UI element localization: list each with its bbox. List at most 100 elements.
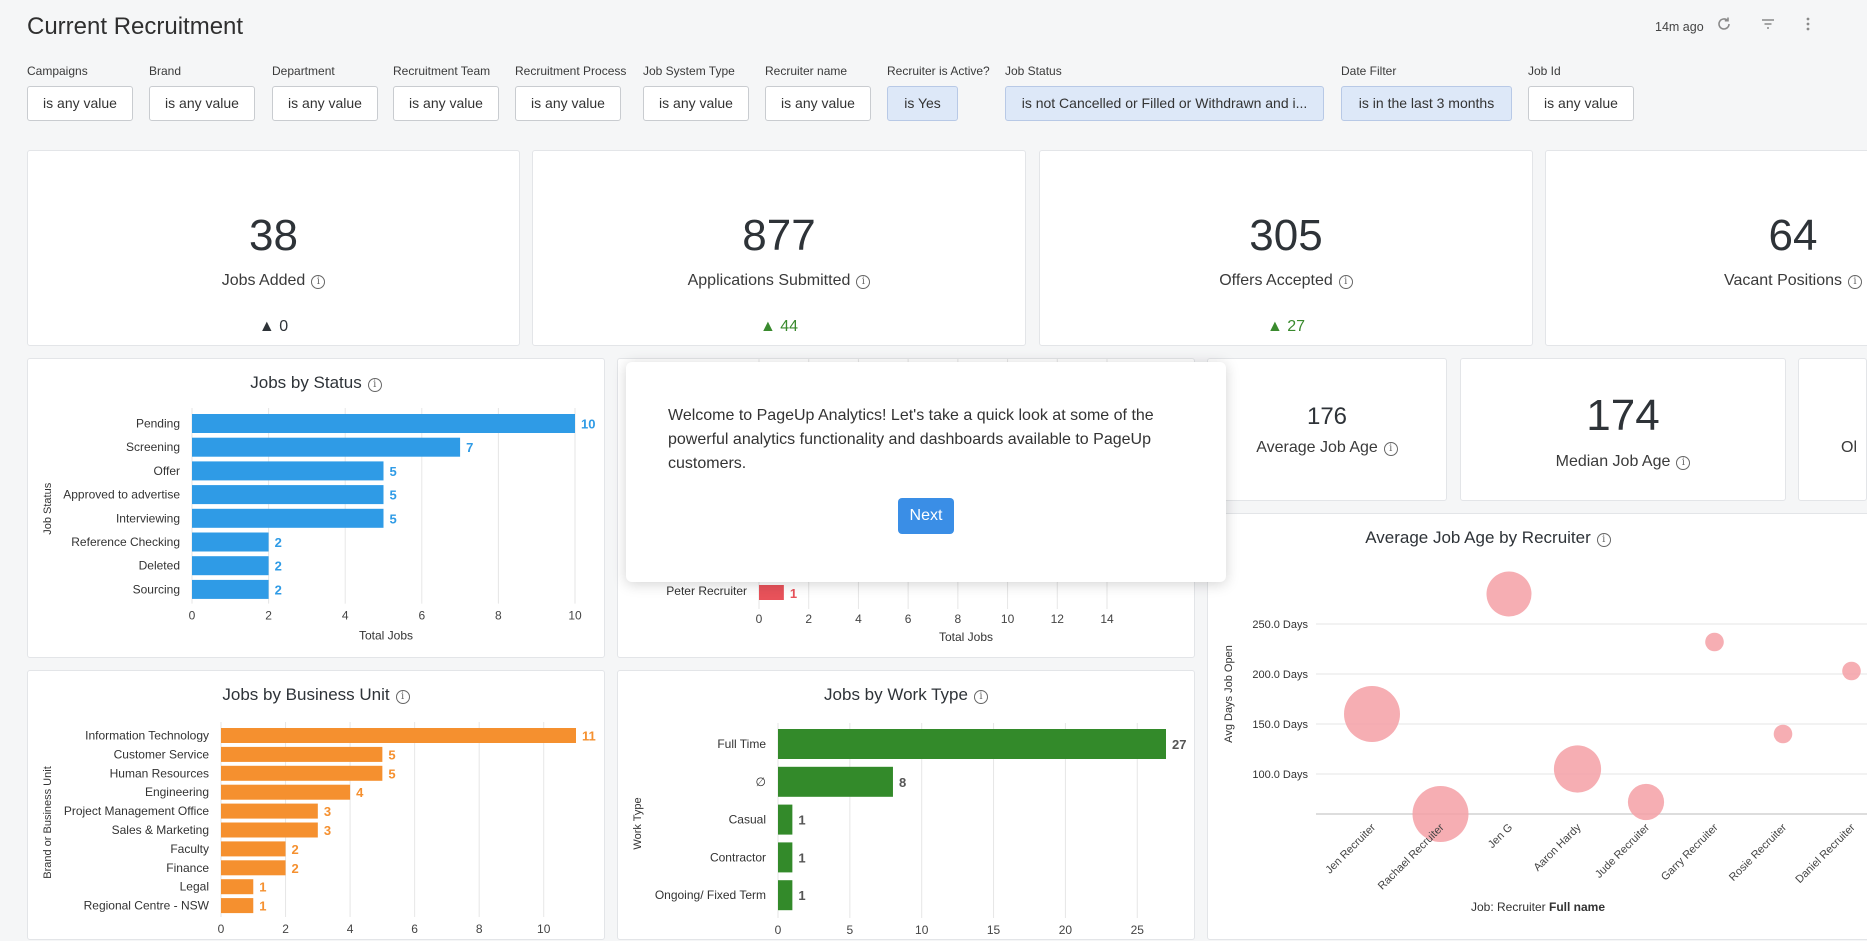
x-tick-label: Jen Recruiter [1323, 821, 1378, 876]
more-vert-icon[interactable] [1797, 16, 1819, 38]
kpi-value: 174 [1586, 391, 1660, 440]
category-label: Approved to advertise [63, 488, 180, 502]
filter-label: Department [272, 64, 335, 78]
kpi-card-offers-accepted[interactable]: 305 Offers Accepted i ▲ 27 [1039, 150, 1533, 346]
filter-value-button[interactable]: is in the last 3 months [1341, 86, 1512, 121]
info-icon[interactable]: i [1676, 456, 1691, 470]
bubble [1344, 686, 1400, 742]
bar [221, 879, 254, 895]
page-title: Current Recruitment [27, 13, 244, 40]
x-tick-label: 20 [1059, 923, 1073, 937]
filter-value-button[interactable]: is any value [765, 86, 871, 121]
x-tick-label: 4 [342, 609, 349, 623]
filter-value-button[interactable]: is any value [27, 86, 133, 121]
bar [221, 822, 318, 838]
data-label: 1 [798, 850, 805, 865]
y-axis-label: Avg Days Job Open [1223, 645, 1235, 743]
kpi-value: 877 [742, 211, 816, 260]
filter-value-button[interactable]: is any value [393, 86, 499, 121]
info-icon[interactable]: i [1848, 275, 1862, 289]
info-icon[interactable]: i [1596, 533, 1611, 547]
x-axis-label: Total Jobs [359, 629, 413, 643]
kpi-delta: ▲ 44 [759, 318, 799, 335]
x-tick-label: 12 [1051, 612, 1065, 626]
filter-value-button[interactable]: is any value [149, 86, 255, 121]
filter-value-button[interactable]: is any value [272, 86, 378, 121]
filter-value-button[interactable]: is Yes [887, 86, 958, 121]
next-button[interactable]: Next [898, 498, 954, 534]
jobs-by-work-type-chart: 0 5 10 15 20 25 Full Time 27 ∅ 8 Casual 1 Contractor… [632, 723, 1186, 937]
kpi-label: Median Job Age i [1461, 453, 1785, 471]
kpi-card-average-job-age[interactable]: 176 Average Job Age i [1207, 358, 1447, 501]
x-tick-label: Aaron Hardy [1531, 821, 1584, 874]
bar [221, 860, 286, 876]
category-label: Information Technology [85, 729, 209, 743]
data-label: 10 [581, 417, 595, 432]
filter-icon[interactable] [1757, 16, 1779, 38]
info-icon[interactable]: i [973, 690, 988, 704]
category-label: Regional Centre - NSW [84, 899, 210, 913]
y-axis-label: Work Type [632, 797, 644, 849]
avg-job-age-chart: 100.0 Days 150.0 Days 200.0 Days 250.0 Days… [1223, 571, 1867, 914]
kpi-value: 176 [1306, 403, 1348, 430]
filter-campaigns: Campaigns is any value [27, 64, 133, 121]
x-tick-label: 2 [265, 609, 272, 623]
bar [221, 841, 286, 857]
filter-value-button[interactable]: is not Cancelled or Filled or Withdrawn … [1005, 86, 1324, 121]
bar [221, 784, 351, 800]
bar [221, 746, 383, 762]
info-icon[interactable]: i [856, 275, 871, 289]
filter-label: Recruitment Process [515, 64, 627, 78]
welcome-text: Welcome to PageUp Analytics! Let's take … [668, 407, 1154, 472]
category-label: Interviewing [116, 511, 180, 525]
filter-value-button[interactable]: is any value [643, 86, 749, 121]
kpi-card-jobs-added[interactable]: 38 Jobs Added i ▲ 0 [27, 150, 520, 346]
filter-label: Recruiter is Active? [887, 64, 990, 78]
x-axis-label-bold: Full name [1549, 900, 1605, 914]
bar [759, 585, 784, 600]
kpi-label: Offers Accepted i [1040, 272, 1532, 290]
data-label: 7 [466, 440, 473, 455]
info-icon[interactable]: i [1338, 275, 1353, 289]
info-icon[interactable]: i [395, 690, 410, 704]
data-label: 5 [388, 747, 395, 762]
bar [192, 508, 384, 528]
bubble [1412, 786, 1469, 842]
filter-value-button[interactable]: is any value [515, 86, 621, 121]
info-icon[interactable]: i [311, 275, 326, 289]
y-tick-label: 200.0 Days [1252, 669, 1308, 681]
bar [192, 485, 384, 505]
x-tick-label: 10 [915, 923, 929, 937]
x-tick-label: 6 [905, 612, 912, 626]
kpi-label: Ol [1841, 439, 1857, 456]
kpi-card-median-job-age[interactable]: 174 Median Job Age i [1460, 358, 1786, 501]
data-label: 2 [275, 559, 282, 574]
jobs-by-status-card: Jobs by Status i 0 2 4 6 8 10 Pending 10 Screenin… [27, 358, 605, 658]
bar [221, 898, 254, 914]
info-icon[interactable]: i [1383, 442, 1398, 456]
y-axis-label: Brand or Business Unit [42, 766, 54, 879]
bubble [1627, 783, 1665, 821]
category-label: Sales & Marketing [112, 823, 209, 837]
x-tick-label: 0 [218, 922, 225, 936]
kpi-label: Average Job Age i [1208, 439, 1446, 457]
kpi-card-vacant-positions[interactable]: 64 Vacant Positions i [1545, 150, 1867, 346]
x-tick-label: 4 [855, 612, 862, 626]
avg-job-age-by-recruiter-card: Average Job Age by Recruiter i 100.0 Days… [1207, 513, 1867, 940]
filter-value-button[interactable]: is any value [1528, 86, 1634, 121]
bar [778, 766, 893, 797]
data-label: 3 [324, 804, 331, 819]
kpi-card-applications[interactable]: 877 Applications Submitted i ▲ 44 [532, 150, 1026, 346]
category-label: ∅ [756, 775, 766, 789]
category-label: Deleted [139, 559, 180, 573]
kpi-label: Applications Submitted i [533, 272, 1025, 290]
info-icon[interactable]: i [367, 378, 382, 392]
refresh-icon[interactable] [1713, 16, 1735, 38]
kpi-card-oldest-job[interactable]: Ol [1798, 358, 1867, 501]
x-tick-label: 0 [775, 923, 782, 937]
bubble [1553, 745, 1602, 793]
data-label: 2 [275, 582, 282, 597]
category-label: Ongoing/ Fixed Term [655, 888, 766, 902]
bar [221, 765, 383, 781]
